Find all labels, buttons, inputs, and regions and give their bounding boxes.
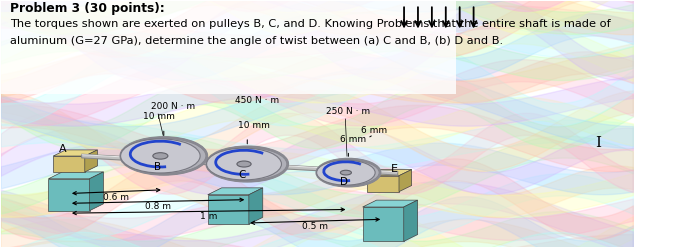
Text: The torques shown are exerted on pulleys B, C, and D. Knowing Problems that the : The torques shown are exerted on pulleys…	[10, 19, 611, 29]
Text: 1 m: 1 m	[200, 212, 218, 221]
Polygon shape	[404, 200, 418, 241]
Polygon shape	[363, 207, 404, 241]
Polygon shape	[248, 188, 262, 224]
Ellipse shape	[340, 170, 351, 175]
Ellipse shape	[206, 147, 288, 181]
Polygon shape	[208, 188, 262, 195]
Text: A: A	[59, 144, 66, 154]
Text: 0.5 m: 0.5 m	[302, 222, 328, 231]
Polygon shape	[85, 150, 97, 172]
Text: 10 mm: 10 mm	[143, 112, 175, 121]
Text: Problem 3 (30 points):: Problem 3 (30 points):	[10, 2, 165, 15]
Text: 450 N · m: 450 N · m	[234, 96, 279, 105]
Text: 0.8 m: 0.8 m	[145, 202, 171, 211]
Polygon shape	[368, 169, 412, 176]
Polygon shape	[48, 172, 104, 179]
Text: 0.6 m: 0.6 m	[104, 193, 130, 202]
Text: 250 N · m: 250 N · m	[326, 107, 370, 116]
Polygon shape	[82, 154, 398, 172]
Text: 10 mm: 10 mm	[237, 121, 270, 130]
Text: 200 N · m: 200 N · m	[151, 102, 195, 111]
Ellipse shape	[153, 153, 168, 159]
Polygon shape	[53, 150, 97, 156]
Ellipse shape	[206, 148, 281, 180]
Polygon shape	[53, 156, 85, 172]
Text: aluminum (G=27 GPa), determine the angle of twist between (a) C and B, (b) D and: aluminum (G=27 GPa), determine the angle…	[10, 36, 503, 46]
Polygon shape	[48, 179, 90, 211]
Polygon shape	[368, 176, 399, 192]
FancyBboxPatch shape	[1, 0, 456, 94]
Polygon shape	[208, 195, 248, 224]
Text: I: I	[595, 136, 601, 150]
Text: 6 mm: 6 mm	[340, 135, 367, 144]
Polygon shape	[363, 200, 418, 207]
Ellipse shape	[237, 161, 251, 167]
Text: E: E	[391, 164, 398, 174]
Ellipse shape	[316, 160, 375, 185]
Ellipse shape	[120, 139, 200, 173]
Ellipse shape	[317, 159, 380, 186]
Text: B: B	[154, 162, 161, 172]
Text: C: C	[239, 170, 246, 180]
Text: D: D	[340, 177, 348, 187]
Text: 6 mm: 6 mm	[360, 125, 387, 135]
Ellipse shape	[121, 138, 206, 174]
Polygon shape	[399, 169, 412, 192]
Polygon shape	[82, 154, 398, 175]
Polygon shape	[90, 172, 104, 211]
